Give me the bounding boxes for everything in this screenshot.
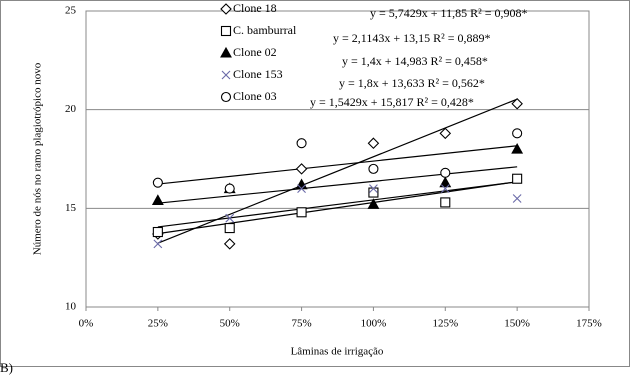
x-tick-label: 125%	[432, 318, 458, 330]
point	[224, 223, 235, 234]
point	[296, 138, 307, 149]
trendline	[157, 98, 518, 244]
point	[297, 184, 306, 193]
point	[511, 97, 523, 110]
point	[367, 198, 380, 209]
chart-border	[0, 0, 630, 367]
point	[440, 167, 451, 178]
legend-label: Clone 03	[233, 89, 277, 103]
point	[511, 143, 524, 154]
trend-equation: y = 1,8x + 13,633 R² = 0,562*	[339, 76, 485, 90]
trend-equation: y = 5,7429x + 11,85 R² = 0,908*	[370, 6, 527, 20]
trend-equation: y = 1,5429x + 15,817 R² = 0,428*	[310, 95, 474, 109]
x-tick-label: 50%	[220, 318, 240, 330]
point	[368, 163, 379, 174]
point	[152, 226, 163, 238]
point	[296, 207, 307, 218]
x-tick-label: 100%	[361, 318, 387, 330]
y-axis-label: Número de nós no ramo plagiotrópico novo	[32, 62, 44, 255]
point	[153, 239, 163, 249]
trend-equation: y = 1,4x + 14,983 R² = 0,458*	[342, 54, 488, 68]
legend-label: C. bamburral	[233, 23, 297, 37]
point	[440, 184, 450, 193]
x-tick-label: 0%	[79, 318, 94, 330]
legend-marker	[220, 91, 232, 103]
point	[224, 183, 235, 194]
trendline	[157, 145, 518, 185]
point	[223, 238, 236, 250]
legend-label: Clone 18	[233, 1, 277, 15]
x-tick-label: 75%	[291, 318, 311, 330]
point	[225, 213, 235, 223]
trendline	[157, 181, 518, 228]
x-axis-label: Lâminas de irrigação	[291, 346, 384, 358]
legend-label: Clone 02	[233, 45, 277, 59]
legend-marker	[220, 3, 232, 15]
panel-label: B)	[0, 360, 13, 375]
point	[369, 184, 378, 193]
point	[368, 187, 379, 198]
point	[512, 173, 523, 184]
x-tick-label: 25%	[148, 318, 168, 330]
point	[440, 197, 451, 208]
plot-border	[85, 10, 590, 308]
y-tick-label: 25	[65, 5, 77, 17]
point	[512, 128, 523, 139]
point	[295, 163, 308, 175]
x-tick-label: 175%	[576, 318, 602, 330]
y-tick-label: 10	[65, 301, 77, 313]
trendline	[157, 166, 518, 204]
trendline	[157, 181, 518, 235]
x-tick-label: 150%	[504, 318, 530, 330]
legend-marker	[220, 25, 232, 37]
point	[367, 137, 380, 149]
y-tick-label: 20	[65, 103, 77, 115]
legend-marker	[220, 46, 232, 58]
trend-equation: y = 2,1143x + 13,15 R² = 0,889*	[333, 31, 490, 45]
y-tick-label: 15	[65, 202, 77, 214]
point	[152, 177, 163, 188]
point	[151, 194, 164, 205]
point	[439, 127, 452, 140]
point	[512, 194, 522, 203]
legend-marker	[221, 70, 231, 80]
point	[439, 176, 452, 188]
legend-label: Clone 153	[233, 67, 283, 81]
